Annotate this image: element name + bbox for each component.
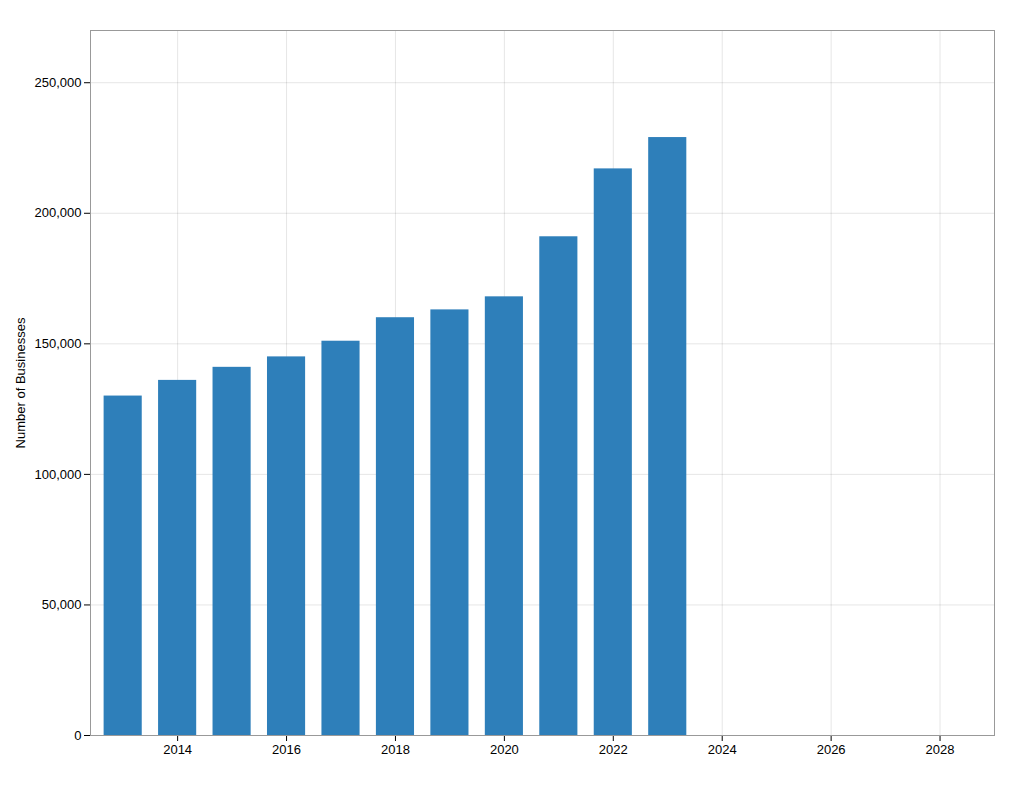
svg-text:2028: 2028 xyxy=(926,742,955,757)
svg-text:2020: 2020 xyxy=(490,742,519,757)
svg-text:0: 0 xyxy=(74,728,81,743)
svg-text:2026: 2026 xyxy=(817,742,846,757)
svg-text:2022: 2022 xyxy=(599,742,628,757)
svg-text:150,000: 150,000 xyxy=(35,336,82,351)
svg-text:2014: 2014 xyxy=(163,742,192,757)
svg-text:2018: 2018 xyxy=(381,742,410,757)
svg-text:2016: 2016 xyxy=(272,742,301,757)
svg-text:250,000: 250,000 xyxy=(35,75,82,90)
svg-text:200,000: 200,000 xyxy=(35,205,82,220)
svg-text:100,000: 100,000 xyxy=(35,467,82,482)
svg-text:50,000: 50,000 xyxy=(42,597,82,612)
svg-text:2024: 2024 xyxy=(708,742,737,757)
svg-text:Number of Businesses: Number of Businesses xyxy=(13,317,28,448)
